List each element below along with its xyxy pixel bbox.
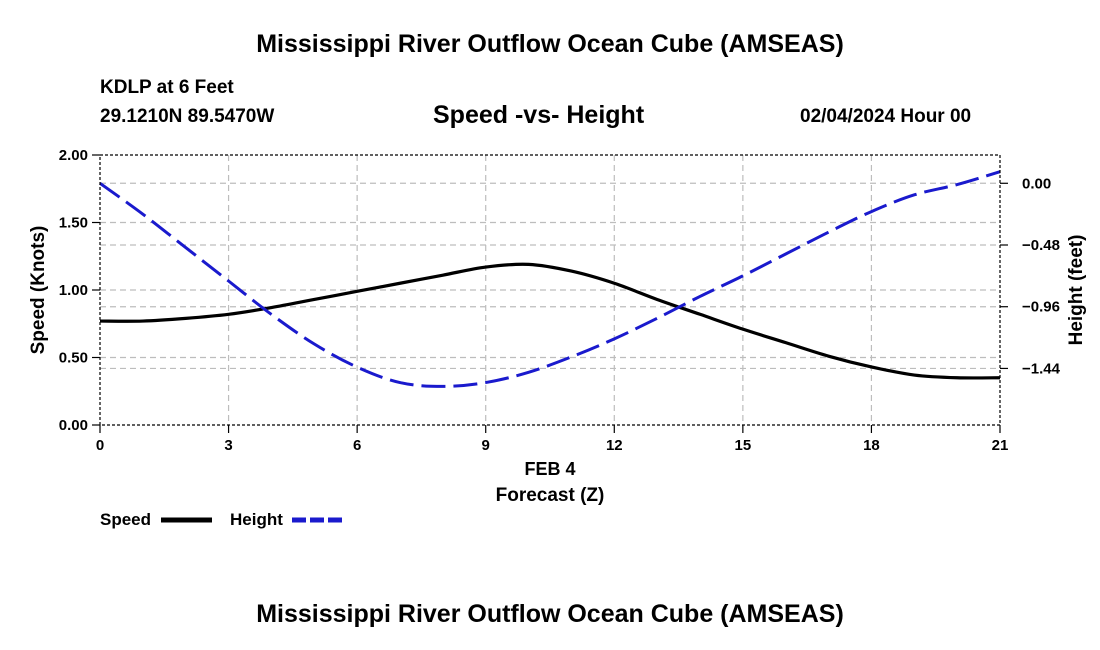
y-tick-label: 0.00: [59, 417, 88, 434]
x-tick-label: 18: [863, 437, 880, 454]
x-tick-label: 9: [482, 437, 490, 454]
legend-speed-label: Speed: [100, 510, 151, 529]
grid-lines: [100, 155, 1000, 425]
y-tick-label: 2.00: [59, 147, 88, 164]
y2-tick-label: 0.00: [1022, 175, 1051, 192]
series-group: [99, 170, 1001, 388]
series-line-height: [99, 170, 1001, 388]
page-title: Mississippi River Outflow Ocean Cube (AM…: [256, 30, 844, 58]
coordinates-label: 29.1210N 89.5470W: [100, 106, 275, 127]
x-tick-label: 3: [224, 437, 232, 454]
y-tick-label: 0.50: [59, 350, 88, 367]
x-tick-label: 0: [96, 437, 104, 454]
y2-tick-label: −0.96: [1022, 299, 1060, 316]
x-axis-label: Forecast (Z): [496, 485, 605, 506]
x-tick-label: 15: [735, 437, 752, 454]
chart-title: Speed -vs- Height: [433, 101, 645, 129]
station-label: KDLP at 6 Feet: [100, 77, 234, 98]
speed-height-chart: 0 3 6 9 12 15 18 21 0.00 0.50 1.00 1.50 2.00 0.00 −0.4…: [28, 147, 1087, 529]
x-axis-sublabel: FEB 4: [524, 459, 575, 479]
legend-height-label: Height: [230, 510, 283, 529]
y2-tick-label: −1.44: [1022, 360, 1061, 377]
series-line-speed: [99, 262, 1001, 380]
y2-tick-label: −0.48: [1022, 237, 1060, 254]
axes-group: 0 3 6 9 12 15 18 21 0.00 0.50 1.00 1.50 2.00 0.00 −0.4…: [59, 147, 1061, 454]
legend: Speed Height: [100, 510, 343, 529]
y-axis-label: Speed (Knots): [28, 226, 49, 355]
datetime-label: 02/04/2024 Hour 00: [800, 106, 972, 127]
footer-title: Mississippi River Outflow Ocean Cube (AM…: [256, 600, 844, 628]
x-tick-label: 21: [992, 437, 1009, 454]
y-tick-label: 1.00: [59, 282, 88, 299]
x-tick-label: 6: [353, 437, 361, 454]
y2-axis-label: Height (feet): [1066, 235, 1087, 346]
y-tick-label: 1.50: [59, 215, 88, 232]
x-tick-label: 12: [606, 437, 623, 454]
